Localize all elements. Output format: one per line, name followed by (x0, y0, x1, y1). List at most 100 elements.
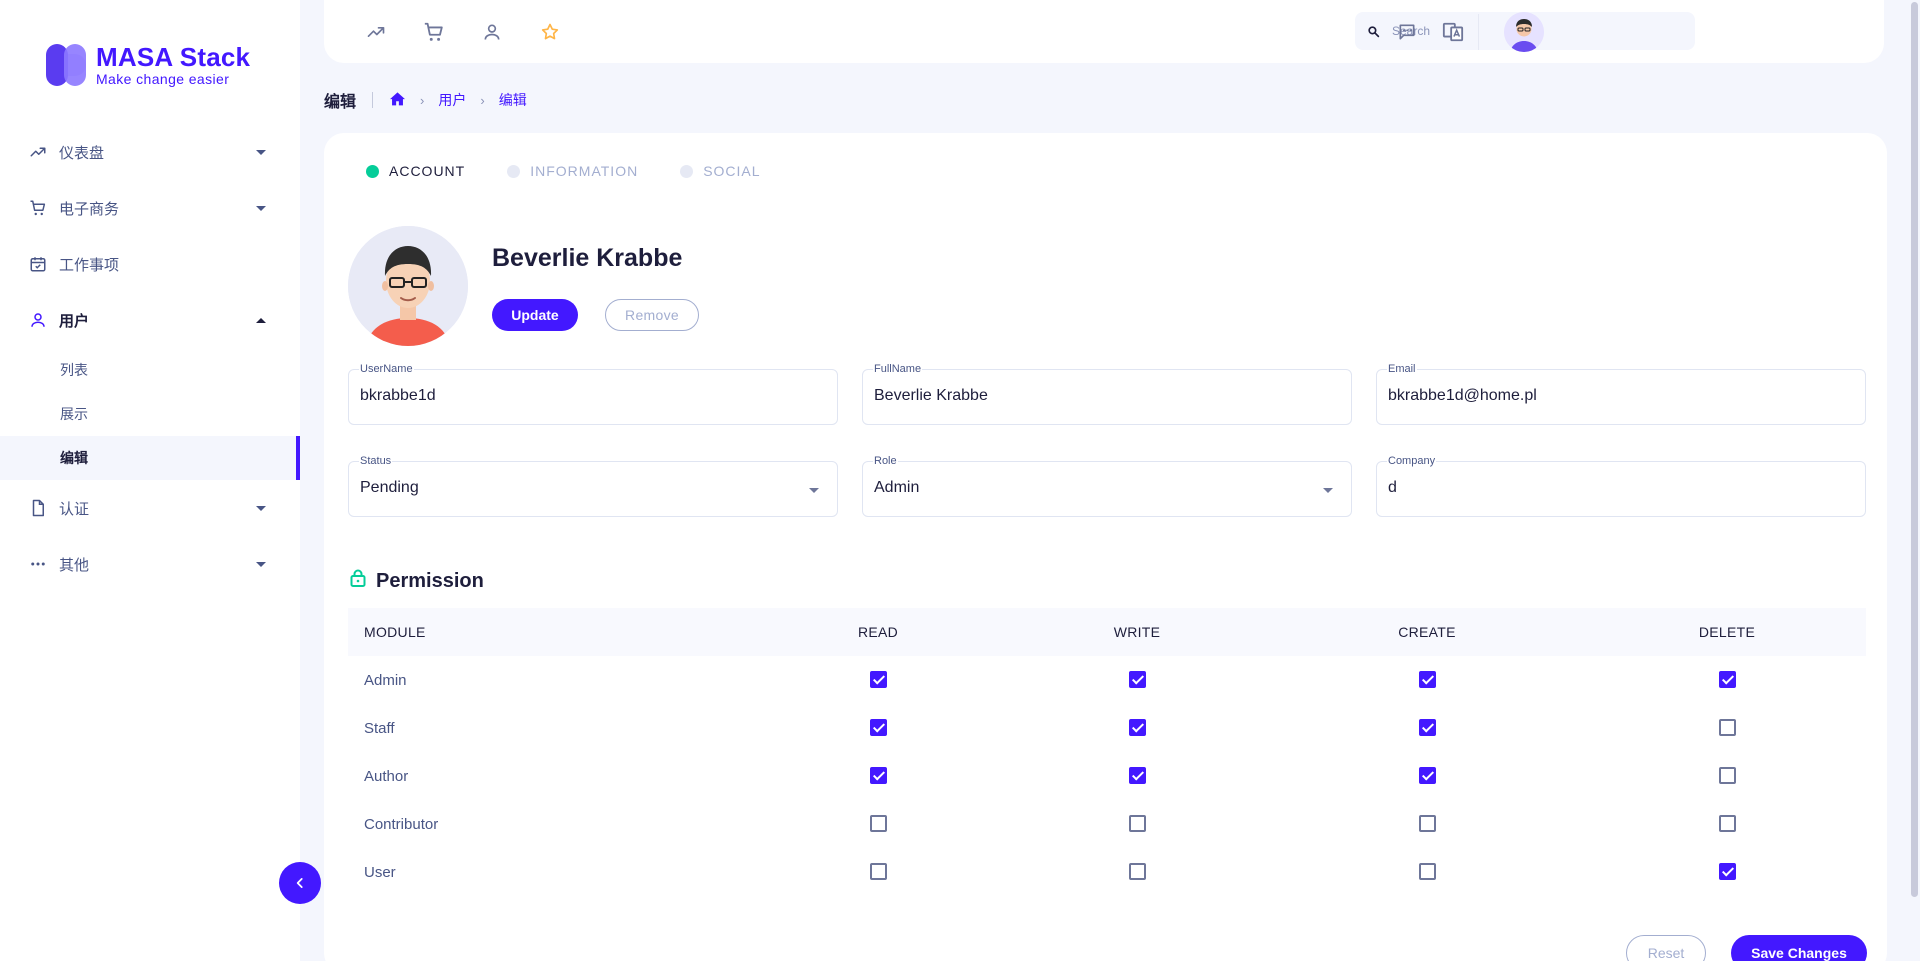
tab-social[interactable]: SOCIAL (680, 163, 760, 179)
read-checkbox[interactable] (869, 815, 887, 833)
write-checkbox[interactable] (1128, 815, 1146, 833)
sidebar-item-ecommerce[interactable]: 电子商务 (0, 180, 300, 236)
username-field[interactable]: UserName (348, 363, 838, 425)
sidebar-subitem-list[interactable]: 列表 (0, 348, 300, 392)
sidebar-nav: 仪表盘 电子商务 工作事项 用户 列表 展示 (0, 124, 300, 592)
sidebar-item-dashboard[interactable]: 仪表盘 (0, 124, 300, 180)
chevron-down-icon (809, 488, 819, 493)
chevron-down-icon (256, 505, 266, 511)
sidebar-item-tasks[interactable]: 工作事项 (0, 236, 300, 292)
translate-icon[interactable] (1441, 20, 1465, 44)
star-icon[interactable] (538, 20, 562, 44)
column-header: DELETE (1698, 624, 1756, 640)
cart-icon[interactable] (422, 20, 446, 44)
create-checkbox[interactable] (1418, 815, 1436, 833)
save-changes-button[interactable]: Save Changes (1731, 935, 1867, 961)
create-checkbox[interactable] (1418, 719, 1436, 737)
role-select[interactable]: Role Admin (862, 455, 1352, 517)
chevron-up-icon (256, 317, 266, 323)
module-name: Staff (364, 719, 395, 737)
remove-photo-button[interactable]: Remove (605, 299, 699, 331)
delete-checkbox[interactable] (1718, 719, 1736, 737)
breadcrumb-divider (372, 92, 374, 108)
write-checkbox[interactable] (1128, 767, 1146, 785)
read-checkbox[interactable] (869, 767, 887, 785)
sidebar-item-users[interactable]: 用户 (0, 292, 300, 348)
sidebar-item-label: 工作事项 (59, 256, 120, 274)
cart-icon (29, 199, 47, 217)
sidebar-item-label: 电子商务 (59, 200, 120, 218)
column-header: CREATE (1398, 624, 1456, 640)
write-checkbox[interactable] (1128, 671, 1146, 689)
tab-account[interactable]: ACCOUNT (366, 163, 465, 179)
logo-icon (46, 44, 88, 86)
username-input[interactable] (360, 387, 800, 405)
sidebar-subitem-edit[interactable]: 编辑 (0, 436, 300, 480)
company-input[interactable] (1388, 479, 1828, 497)
permission-title: Permission (376, 569, 484, 592)
sidebar-subitem-view[interactable]: 展示 (0, 392, 300, 436)
step-label: SOCIAL (703, 163, 761, 179)
write-checkbox[interactable] (1128, 863, 1146, 881)
page-scrollbar[interactable] (1908, 0, 1920, 961)
profile-avatar (348, 226, 468, 346)
update-photo-button[interactable]: Update (492, 299, 578, 331)
table-header-row: MODULE READ WRITE CREATE DELETE (348, 608, 1866, 656)
fullname-field[interactable]: FullName (862, 363, 1352, 425)
read-checkbox[interactable] (869, 719, 887, 737)
sidebar-item-label: 其他 (59, 556, 90, 574)
email-input[interactable] (1388, 387, 1828, 405)
avatar[interactable] (1504, 12, 1544, 52)
brand-logo[interactable]: MASA Stack Make change easier (46, 44, 250, 86)
status-value: Pending (360, 479, 419, 496)
column-header: WRITE (1113, 624, 1161, 640)
field-label: UserName (359, 363, 414, 375)
profile-name: Beverlie Krabbe (492, 244, 683, 272)
delete-checkbox[interactable] (1718, 815, 1736, 833)
step-indicator (507, 164, 521, 178)
module-name: User (364, 863, 396, 881)
sidebar: MASA Stack Make change easier 仪表盘 电子商务 工… (0, 0, 300, 961)
sidebar-item-others[interactable]: 其他 (0, 536, 300, 592)
breadcrumb-link-users[interactable]: 用户 (438, 92, 467, 108)
message-icon[interactable] (1395, 20, 1419, 44)
write-checkbox[interactable] (1128, 719, 1146, 737)
chevron-left-icon (296, 878, 303, 888)
collapse-sidebar-button[interactable] (279, 862, 321, 904)
top-bar (324, 0, 1884, 63)
field-label: FullName (873, 363, 923, 375)
role-value: Admin (874, 479, 920, 496)
read-checkbox[interactable] (869, 863, 887, 881)
table-row: Author (348, 752, 1866, 800)
search-icon (1368, 25, 1380, 37)
module-name: Admin (364, 671, 407, 689)
user-icon (29, 311, 47, 329)
create-checkbox[interactable] (1418, 671, 1436, 689)
delete-checkbox[interactable] (1718, 671, 1736, 689)
user-edit-card: ACCOUNT INFORMATION SOCIAL Beverlie Krab… (324, 133, 1887, 961)
scrollbar-thumb[interactable] (1911, 2, 1918, 897)
status-select[interactable]: Status Pending (348, 455, 838, 517)
file-icon (29, 499, 47, 517)
trending-up-icon (29, 143, 47, 161)
create-checkbox[interactable] (1418, 863, 1436, 881)
fullname-input[interactable] (874, 387, 1314, 405)
home-icon[interactable] (389, 91, 406, 109)
read-checkbox[interactable] (869, 671, 887, 689)
trending-up-icon[interactable] (364, 20, 388, 44)
reset-button[interactable]: Reset (1626, 935, 1706, 961)
more-dots-icon (29, 555, 47, 573)
breadcrumb: 编辑 › 用户 › 编辑 (324, 88, 527, 112)
module-name: Contributor (364, 815, 439, 833)
delete-checkbox[interactable] (1718, 863, 1736, 881)
delete-checkbox[interactable] (1718, 767, 1736, 785)
tab-information[interactable]: INFORMATION (507, 163, 638, 179)
email-field[interactable]: Email (1376, 363, 1866, 425)
column-header: READ (857, 624, 899, 640)
company-field[interactable]: Company (1376, 455, 1866, 517)
create-checkbox[interactable] (1418, 767, 1436, 785)
user-icon[interactable] (480, 20, 504, 44)
page-title: 编辑 (324, 94, 357, 111)
chevron-down-icon (256, 561, 266, 567)
sidebar-item-auth[interactable]: 认证 (0, 480, 300, 536)
